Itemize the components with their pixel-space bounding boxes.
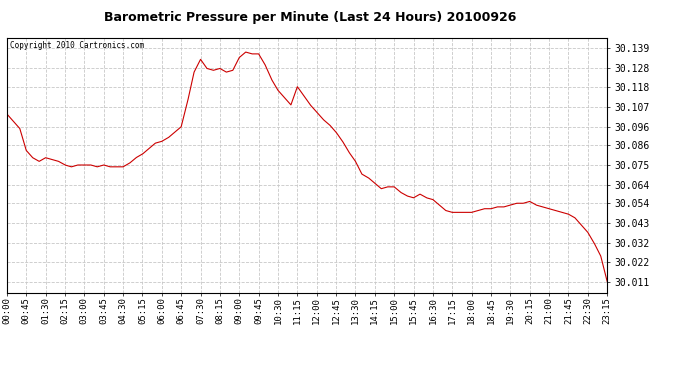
Text: Copyright 2010 Cartronics.com: Copyright 2010 Cartronics.com xyxy=(10,41,144,50)
Text: Barometric Pressure per Minute (Last 24 Hours) 20100926: Barometric Pressure per Minute (Last 24 … xyxy=(104,11,517,24)
